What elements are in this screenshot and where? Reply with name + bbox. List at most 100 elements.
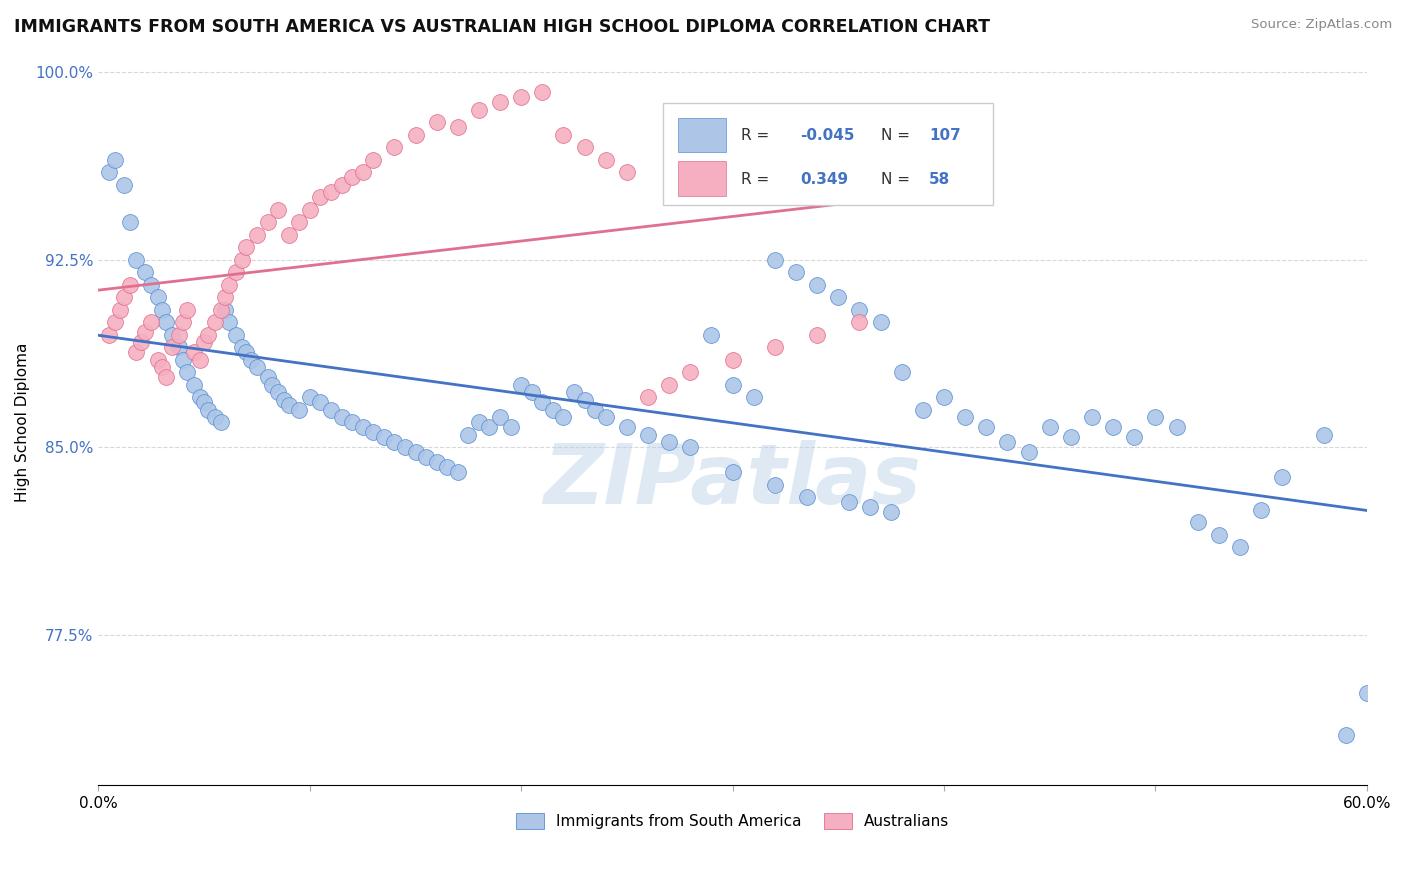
Point	[911, 402, 934, 417]
Point	[288, 215, 311, 229]
Point	[637, 390, 659, 404]
Point	[583, 402, 606, 417]
Point	[848, 302, 870, 317]
Point	[112, 178, 135, 192]
Point	[457, 428, 479, 442]
Point	[763, 252, 786, 267]
Point	[340, 170, 363, 185]
Point	[193, 395, 215, 409]
Point	[120, 277, 142, 292]
Point	[319, 402, 342, 417]
Point	[235, 345, 257, 359]
Point	[225, 265, 247, 279]
Point	[188, 352, 211, 367]
Point	[225, 327, 247, 342]
Point	[637, 428, 659, 442]
Point	[129, 335, 152, 350]
Point	[742, 390, 765, 404]
Point	[1229, 541, 1251, 555]
Text: IMMIGRANTS FROM SOUTH AMERICA VS AUSTRALIAN HIGH SCHOOL DIPLOMA CORRELATION CHAR: IMMIGRANTS FROM SOUTH AMERICA VS AUSTRAL…	[14, 18, 990, 36]
Point	[246, 227, 269, 242]
Point	[330, 178, 353, 192]
Point	[436, 460, 458, 475]
Point	[361, 153, 384, 167]
Point	[197, 327, 219, 342]
Point	[447, 466, 470, 480]
Point	[146, 352, 169, 367]
Point	[415, 450, 437, 465]
Point	[209, 302, 232, 317]
Point	[489, 410, 512, 425]
Point	[995, 435, 1018, 450]
Point	[150, 302, 173, 317]
Point	[120, 215, 142, 229]
Text: R =: R =	[741, 128, 775, 144]
Point	[1208, 528, 1230, 542]
Point	[288, 402, 311, 417]
Point	[1166, 420, 1188, 434]
Point	[204, 410, 226, 425]
Point	[273, 392, 295, 407]
Point	[108, 302, 131, 317]
Point	[827, 290, 849, 304]
Point	[235, 240, 257, 254]
Point	[531, 395, 554, 409]
Point	[574, 140, 596, 154]
Text: Source: ZipAtlas.com: Source: ZipAtlas.com	[1251, 18, 1392, 31]
Point	[260, 377, 283, 392]
Point	[869, 315, 891, 329]
Point	[125, 345, 148, 359]
Point	[176, 302, 198, 317]
Point	[98, 165, 121, 179]
Point	[104, 153, 127, 167]
Point	[763, 340, 786, 354]
Point	[616, 165, 638, 179]
Point	[172, 315, 194, 329]
Point	[277, 398, 299, 412]
Point	[176, 365, 198, 379]
Point	[209, 415, 232, 429]
Point	[595, 410, 617, 425]
Text: 0.349: 0.349	[800, 172, 848, 186]
Text: N =: N =	[882, 128, 915, 144]
Point	[134, 265, 156, 279]
Point	[373, 430, 395, 444]
Point	[382, 435, 405, 450]
Point	[574, 392, 596, 407]
Point	[974, 420, 997, 434]
Point	[658, 435, 681, 450]
Point	[188, 390, 211, 404]
Point	[298, 390, 321, 404]
Point	[231, 252, 253, 267]
Y-axis label: High School Diploma: High School Diploma	[15, 343, 30, 502]
Text: -0.045: -0.045	[800, 128, 855, 144]
Point	[721, 352, 744, 367]
Point	[616, 420, 638, 434]
Point	[679, 441, 702, 455]
Point	[658, 377, 681, 392]
Point	[499, 420, 522, 434]
Point	[806, 327, 828, 342]
Point	[806, 277, 828, 292]
Point	[134, 326, 156, 340]
Point	[562, 385, 585, 400]
Point	[267, 385, 290, 400]
Point	[319, 185, 342, 199]
Point	[309, 395, 332, 409]
Point	[298, 202, 321, 217]
Text: 58: 58	[929, 172, 950, 186]
Point	[204, 315, 226, 329]
Point	[193, 335, 215, 350]
Point	[721, 377, 744, 392]
Point	[679, 365, 702, 379]
Text: N =: N =	[882, 172, 915, 186]
Point	[104, 315, 127, 329]
Point	[112, 290, 135, 304]
Point	[162, 340, 184, 354]
Point	[125, 252, 148, 267]
Point	[1334, 728, 1357, 742]
Bar	[678, 161, 727, 196]
Point	[382, 140, 405, 154]
Point	[721, 466, 744, 480]
Point	[183, 345, 205, 359]
